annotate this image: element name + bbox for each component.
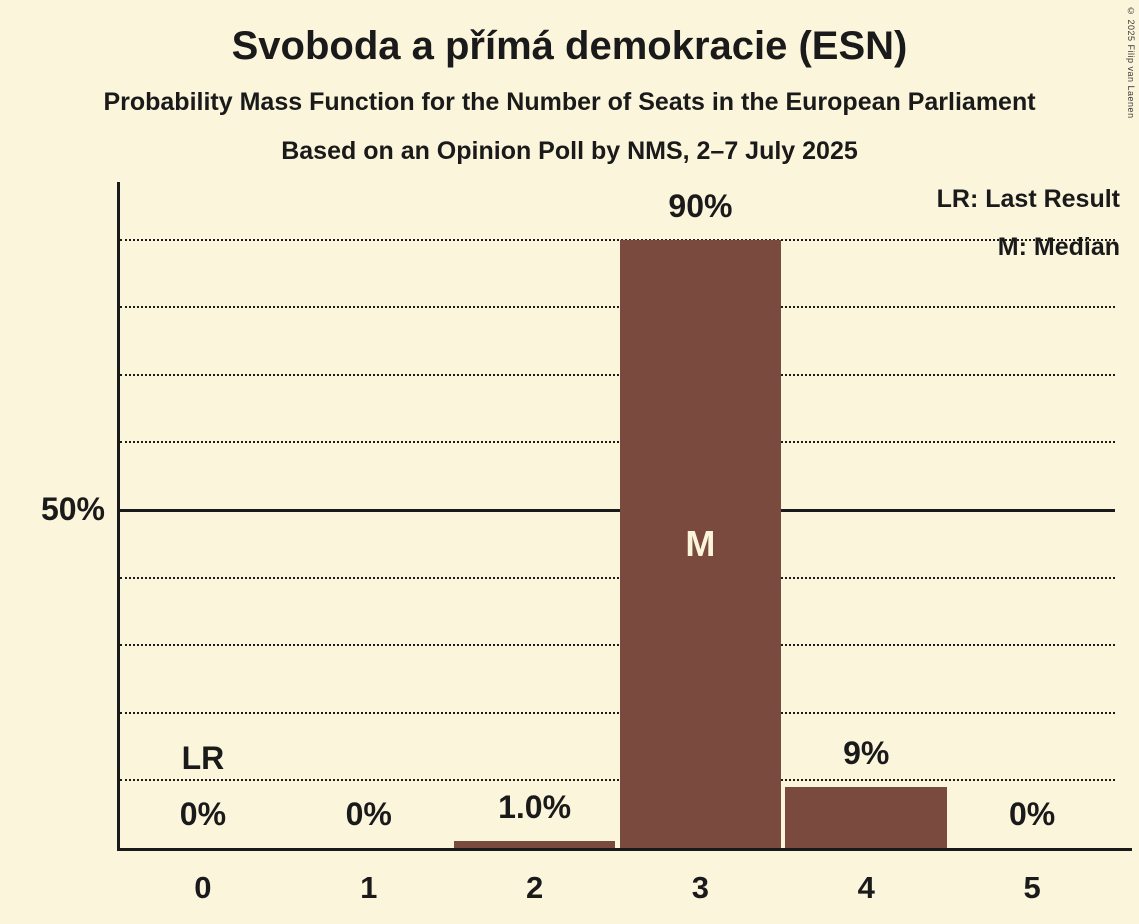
x-tick-label: 3	[691, 870, 710, 905]
bar	[785, 787, 948, 848]
gridline-solid-50	[120, 508, 1115, 512]
gridline-dotted	[120, 711, 1115, 714]
gridline-dotted	[120, 238, 1115, 241]
x-tick-label: 2	[525, 870, 544, 905]
gridline-dotted	[120, 644, 1115, 647]
bar-value-label: 9%	[843, 735, 890, 772]
y-axis-tick-label: 50%	[40, 491, 105, 527]
bar-value-label: 0%	[179, 796, 227, 832]
gridline-dotted	[120, 779, 1115, 782]
legend-last-result: LR: Last Result	[936, 185, 1120, 213]
median-label: M	[685, 522, 716, 564]
bar	[619, 239, 782, 848]
x-tick-label: 5	[1023, 870, 1041, 905]
x-tick-label: 0	[194, 870, 212, 905]
bar	[453, 841, 616, 848]
chart-title: Svoboda a přímá demokracie (ESN)	[231, 24, 908, 68]
last-result-label: LR	[181, 740, 225, 776]
gridline-dotted	[120, 441, 1115, 444]
legend-median: M: Median	[997, 233, 1120, 261]
gridline-dotted	[120, 576, 1115, 579]
gridline-dotted	[120, 373, 1115, 376]
copyright-notice: © 2025 Filip van Laenen	[1126, 6, 1136, 119]
y-axis-line	[117, 182, 120, 848]
bar-value-label: 1.0%	[498, 789, 572, 826]
x-tick-label: 4	[857, 870, 875, 905]
bar-value-label: 90%	[668, 187, 733, 224]
bar-value-label: 0%	[345, 796, 392, 832]
bar-value-label: 0%	[1008, 796, 1056, 832]
x-axis-line	[117, 848, 1132, 851]
x-tick-label: 1	[360, 870, 378, 905]
chart-subtitle: Probability Mass Function for the Number…	[103, 88, 1036, 116]
gridline-dotted	[120, 306, 1115, 309]
legend: LR: Last Result M: Median	[937, 184, 1120, 280]
chart-poll-note: Based on an Opinion Poll by NMS, 2–7 Jul…	[281, 137, 858, 165]
